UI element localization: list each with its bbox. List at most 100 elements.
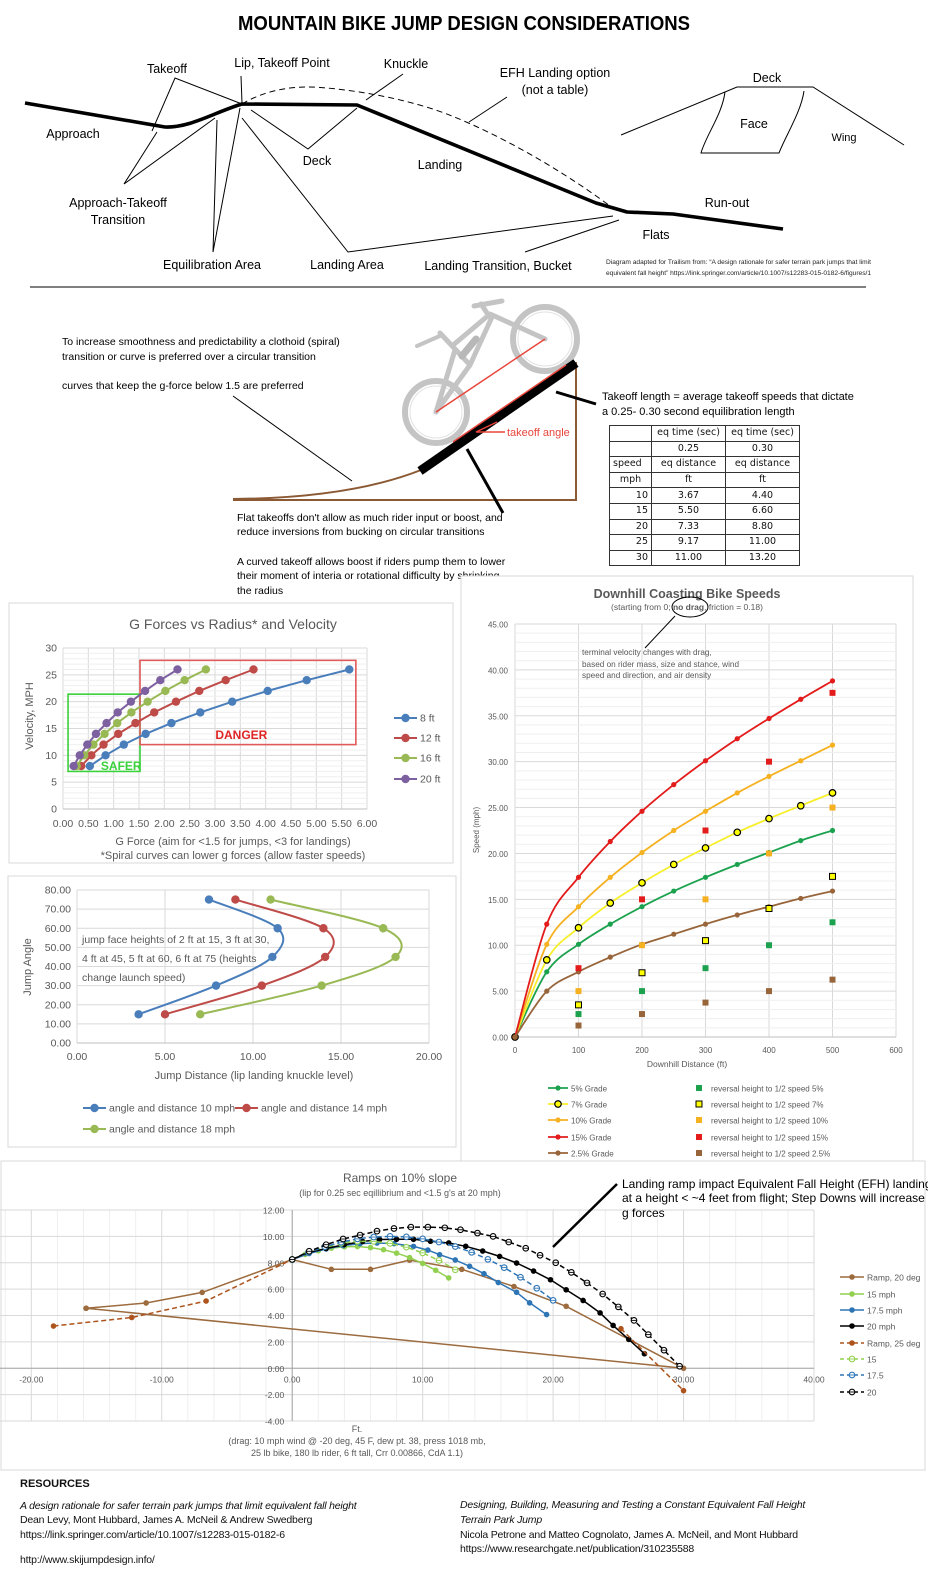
data-point — [625, 1336, 632, 1343]
y-tick-label: 0.00 — [268, 1364, 285, 1374]
table-row: 30 11.00 13.20 — [609, 549, 800, 567]
data-point — [829, 919, 836, 926]
series-angle-and-distance-10-mph — [134, 895, 285, 1019]
table-row: 10 3.67 4.40 — [609, 487, 800, 504]
legend-label: 17.5 — [867, 1371, 884, 1381]
table-cell: ft — [725, 471, 800, 489]
legend-item: reversal height to 1/2 speed 7% — [695, 1100, 824, 1110]
x-tick-label: -20.00 — [19, 1374, 43, 1384]
data-point — [249, 665, 258, 674]
series-7-grade — [511, 789, 837, 1041]
data-point — [319, 924, 328, 933]
flat-takeoff-line-1: Flat takeoffs don't allow as much rider … — [237, 512, 503, 524]
y-tick-label: 15.00 — [488, 896, 509, 905]
page-title: MOUNTAIN BIKE JUMP DESIGN CONSIDERATIONS — [238, 13, 690, 35]
x-tick-label: 1.00 — [103, 818, 124, 830]
data-point — [829, 678, 836, 684]
legend-label: 15% Grade — [571, 1134, 612, 1143]
data-point — [607, 954, 613, 960]
data-point — [575, 1001, 582, 1009]
takeoff-ramp-surface — [417, 359, 579, 475]
legend-label: 17.5 mph — [867, 1306, 903, 1316]
clothoid-note-line-1: To increase smoothness and predictabilit… — [62, 336, 340, 348]
chart-frame — [460, 575, 914, 1163]
chart-subtitle: (starting from 0; no drag, friction = 0.… — [611, 602, 763, 612]
y-tick-label: 30.00 — [488, 758, 509, 767]
zone-box-danger — [139, 659, 357, 746]
pointer-transition — [123, 117, 216, 185]
data-point — [69, 761, 78, 771]
data-point — [114, 729, 123, 739]
pointer-efh — [468, 96, 508, 123]
data-point — [829, 888, 836, 894]
y-tick-label: 25 — [45, 669, 57, 681]
efh-landing-dashed-curve — [241, 86, 615, 210]
data-point — [211, 981, 221, 990]
takeoff-angle-line — [452, 364, 567, 443]
data-point — [161, 686, 170, 696]
label-efh-1: EFH Landing option — [500, 66, 611, 80]
series-line — [53, 1258, 293, 1327]
table-cell: 30 — [609, 549, 652, 567]
data-point — [766, 988, 772, 995]
data-point — [554, 1100, 562, 1108]
data-point — [367, 1244, 374, 1251]
x-axis-label: Ft. — [352, 1424, 363, 1434]
y-tick-label: 15 — [45, 723, 57, 735]
series-15-grade — [512, 678, 836, 1040]
legend-item: angle and distance 18 mph — [83, 1124, 235, 1136]
legend-label: 15 — [867, 1355, 877, 1365]
data-point — [131, 718, 140, 728]
y-tick-label: 30.00 — [45, 980, 71, 992]
data-point — [696, 1117, 702, 1123]
legend-item: 12 ft — [394, 733, 441, 745]
y-tick-label: 0.00 — [51, 1038, 72, 1050]
x-tick-label: 0.00 — [53, 818, 74, 830]
legend-label: 15 mph — [867, 1290, 896, 1300]
resource-2-title-2: Terrain Park Jump — [460, 1514, 542, 1526]
equilibration-table: eq time (sec) eq time (sec) 0.25 0.30 speed e… — [609, 425, 800, 567]
data-point — [140, 686, 150, 696]
resource-1-url: https://link.springer.com/article/10.100… — [20, 1529, 285, 1541]
side-label-wing: Wing — [831, 132, 856, 144]
data-point — [203, 1298, 209, 1304]
legend-item: Ramp, 25 deg — [840, 1339, 921, 1349]
x-tick-label: 600 — [889, 1046, 903, 1055]
data-point — [180, 676, 189, 685]
chart-frame — [7, 875, 457, 1148]
data-point — [231, 895, 240, 904]
data-point — [89, 740, 98, 749]
table-cell: speed — [609, 456, 652, 473]
data-point — [543, 1311, 550, 1318]
series-20-mph — [289, 1236, 648, 1357]
data-point — [733, 828, 742, 837]
legend-item: 2.5% Grade — [548, 1150, 614, 1159]
data-point — [639, 896, 645, 903]
data-point — [702, 874, 709, 880]
series-line — [620, 1328, 685, 1392]
data-point — [425, 1247, 431, 1253]
data-point — [544, 921, 550, 927]
x-tick-label: 10.00 — [240, 1051, 266, 1063]
legend-label: 5% Grade — [571, 1085, 608, 1094]
x-tick-label: 0 — [513, 1046, 518, 1055]
data-point — [83, 1305, 89, 1312]
table-cell: eq time (sec) — [651, 425, 726, 442]
table-cell: 9.17 — [651, 534, 726, 551]
data-point — [607, 921, 613, 927]
data-point — [695, 1100, 703, 1108]
data-point — [829, 742, 836, 748]
data-point — [393, 1236, 400, 1243]
data-point — [221, 676, 230, 685]
curved-takeoff-line-3: the radius — [237, 585, 283, 597]
legend-label: angle and distance 18 mph — [109, 1124, 235, 1136]
chart-annotation-text: speed and direction, and air density — [582, 671, 712, 680]
table-row: 0.25 0.30 — [609, 440, 800, 458]
legend-item: 17.5 mph — [840, 1306, 903, 1316]
x-tick-label: 5.00 — [155, 1051, 176, 1063]
legend-item: reversal height to 1/2 speed 15% — [696, 1134, 828, 1143]
data-point — [829, 804, 836, 811]
data-point — [765, 905, 773, 913]
data-point — [317, 981, 326, 990]
